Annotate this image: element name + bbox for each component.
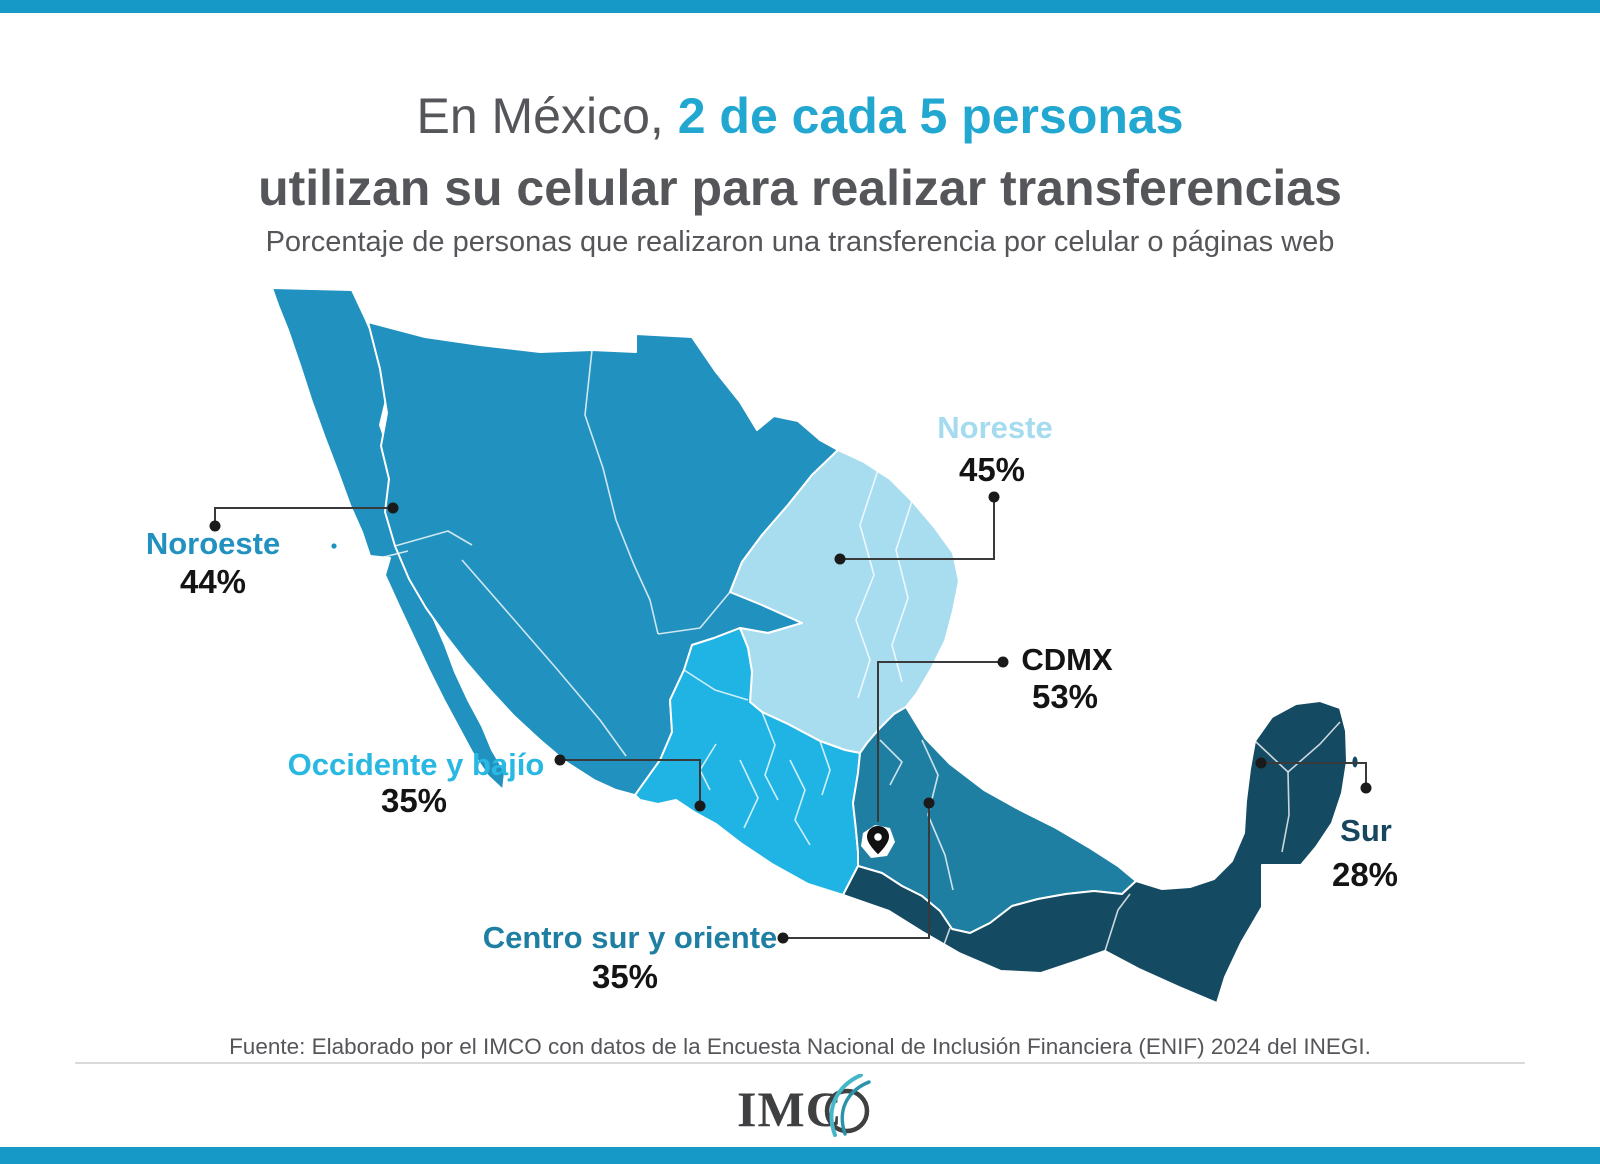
region-value-noroeste: 44%	[179, 563, 247, 600]
title-block: En México, 2 de cada 5 personas utilizan…	[0, 84, 1600, 220]
islands	[331, 543, 1358, 768]
leader-cdmx	[877, 661, 1001, 822]
region-value-cdmx: 53%	[1031, 678, 1099, 715]
title-line1-gray: En México,	[416, 88, 678, 144]
region-label-noreste: Noreste	[937, 410, 1052, 446]
leader-occidente	[560, 759, 701, 804]
imco-logo: IMC	[737, 1074, 871, 1137]
leader-centro	[785, 805, 930, 939]
source-text: Fuente: Elaborado por el IMCO con datos …	[229, 1034, 1371, 1059]
leader-dot	[923, 797, 935, 809]
leader-dot	[834, 553, 846, 565]
region-label-centro: Centro sur y oriente	[483, 920, 778, 956]
footer-divider	[75, 1062, 1525, 1064]
region-name-noroeste: Noroeste	[145, 526, 281, 561]
region-label-cdmx: CDMX	[1021, 642, 1112, 678]
leader-noreste	[840, 499, 995, 560]
region-value-sur: 28%	[1331, 856, 1399, 893]
title-line1-teal: 2 de cada 5 personas	[677, 88, 1184, 144]
chart-subtitle: Porcentaje de personas que realizaron un…	[265, 226, 1335, 258]
page-title-line1: En México, 2 de cada 5 personas	[0, 84, 1600, 148]
leader-noroeste	[214, 507, 393, 524]
cdmx-marker	[861, 825, 895, 858]
region-name-cdmx: CDMX	[1021, 642, 1113, 677]
state-borders	[371, 349, 1341, 954]
region-name-centro: Centro sur y oriente	[482, 920, 778, 955]
imco-logo-swirl-dark	[840, 1080, 871, 1136]
top-accent-bar	[0, 0, 1600, 13]
region-value-occidente: 35%	[380, 782, 448, 819]
leader-dot	[1255, 757, 1267, 769]
region-label-sur: Sur	[1340, 813, 1392, 849]
leader-dots	[209, 491, 1372, 944]
leader-dot	[997, 656, 1009, 668]
region-name-noreste: Noreste	[937, 410, 1053, 445]
region-value-noreste: 45%	[958, 451, 1026, 488]
leader-dot	[554, 754, 566, 766]
region-sur-shape	[842, 700, 1348, 1004]
region-value-centro: 35%	[591, 958, 659, 995]
region-name-sur: Sur	[1340, 813, 1392, 848]
leader-dot	[387, 502, 399, 514]
leader-dot	[988, 491, 1000, 503]
leader-lines	[214, 499, 1367, 939]
leader-sur	[1261, 762, 1367, 786]
region-name-occidente: Occidente y bajío	[287, 747, 545, 782]
region-label-noroeste: Noroeste	[146, 526, 280, 562]
leader-dot	[777, 932, 789, 944]
leader-dot	[209, 520, 221, 532]
imco-logo-o	[824, 1088, 870, 1134]
region-label-occidente: Occidente y bajío	[288, 747, 545, 783]
leader-dot	[694, 800, 706, 812]
page-title-line2: utilizan su celular para realizar transf…	[258, 160, 1342, 216]
bottom-accent-bar	[0, 1147, 1600, 1164]
leader-dot	[1360, 782, 1372, 794]
imco-logo-swirl-light	[829, 1074, 863, 1137]
imco-logo-letters: IMC	[737, 1081, 843, 1137]
